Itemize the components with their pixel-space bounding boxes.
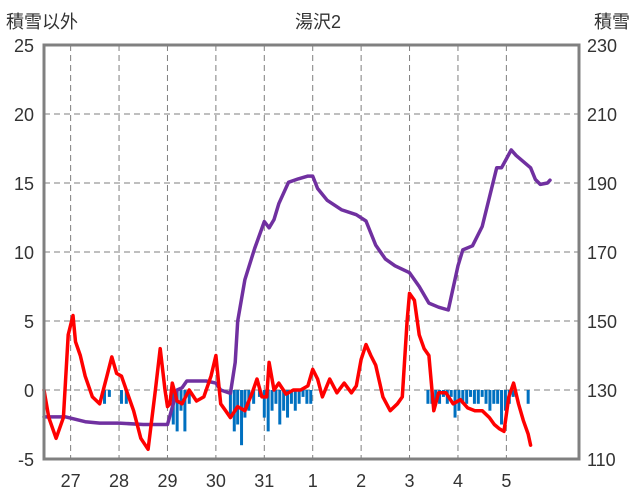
plot-frame: [42, 43, 581, 461]
precipitation-bar: [526, 390, 530, 404]
precipitation-bar: [480, 390, 484, 397]
precipitation-bar: [179, 390, 183, 411]
left-tick-label: -5: [18, 450, 34, 470]
right-tick-label: 170: [587, 243, 617, 263]
precipitation-bar: [461, 390, 465, 404]
precipitation-bar: [301, 390, 305, 397]
right-tick-label: 190: [587, 174, 617, 194]
x-tick-label: 30: [206, 471, 226, 491]
series-lines: [42, 148, 552, 452]
precipitation-bar: [309, 390, 313, 404]
precipitation-bar: [476, 390, 480, 404]
temperature-line: [42, 291, 533, 452]
precipitation-bar: [500, 390, 504, 425]
right-tick-label: 210: [587, 105, 617, 125]
x-tick-label: 31: [254, 471, 274, 491]
x-tick-label: 29: [157, 471, 177, 491]
precipitation-bar: [449, 390, 453, 397]
right-tick-label: 150: [587, 312, 617, 332]
precipitation-bar: [496, 390, 500, 404]
right-tick-label: 110: [587, 450, 616, 470]
precipitation-bar: [124, 390, 128, 404]
x-tick-label: 1: [308, 471, 318, 491]
x-tick-label: 2: [356, 471, 366, 491]
snow_depth-line: [42, 148, 552, 427]
precipitation-bar: [243, 390, 247, 418]
precipitation-bar: [252, 390, 256, 404]
precipitation-bar: [187, 390, 191, 404]
x-tick-label: 3: [405, 471, 415, 491]
precipitation-bar: [274, 390, 278, 404]
precipitation-bar: [289, 390, 293, 404]
precipitation-bar: [503, 390, 507, 411]
left-tick-label: 10: [14, 243, 34, 263]
precipitation-bar: [228, 390, 232, 418]
precipitation-bar: [293, 390, 297, 411]
precipitation-bar: [278, 390, 282, 425]
precipitation-bar: [119, 390, 123, 404]
chart-title: 湯沢2: [295, 12, 341, 32]
precipitation-bar: [266, 390, 270, 432]
precipitation-bar: [175, 390, 179, 432]
left-tick-label: 20: [14, 105, 34, 125]
precipitation-bar: [492, 390, 496, 404]
precipitation-bar: [438, 390, 442, 404]
precipitation-bar: [511, 390, 515, 397]
precipitation-bar: [426, 390, 430, 404]
precipitation-bar: [282, 390, 286, 411]
precipitation-bar: [107, 390, 111, 397]
x-tick-label: 5: [501, 471, 511, 491]
precipitation-bar: [469, 390, 473, 397]
left-tick-label: 0: [24, 381, 34, 401]
precipitation-bar: [103, 390, 107, 404]
x-tick-label: 27: [61, 471, 81, 491]
x-tick-label: 4: [453, 471, 463, 491]
precipitation-bar: [305, 390, 309, 404]
left-tick-label: 25: [14, 36, 34, 56]
precipitation-bar: [270, 390, 274, 411]
right-tick-label: 230: [587, 36, 617, 56]
right-tick-label: 130: [587, 381, 617, 401]
precipitation-bar: [183, 390, 187, 432]
right-axis-label: 積雪: [594, 12, 630, 32]
left-axis-label: 積雪以外: [6, 12, 78, 32]
precipitation-bar: [240, 390, 244, 446]
precipitation-bar: [262, 390, 266, 418]
left-tick-label: 15: [14, 174, 34, 194]
precipitation-bar: [286, 390, 290, 418]
precipitation-bar: [434, 390, 438, 404]
precipitation-bar: [472, 390, 476, 404]
precipitation-bar: [465, 390, 469, 404]
x-tick-label: 28: [109, 471, 129, 491]
left-tick-label: 5: [24, 312, 34, 332]
precipitation-bar: [488, 390, 492, 411]
precipitation-bar: [297, 390, 301, 404]
precipitation-bar: [484, 390, 488, 404]
